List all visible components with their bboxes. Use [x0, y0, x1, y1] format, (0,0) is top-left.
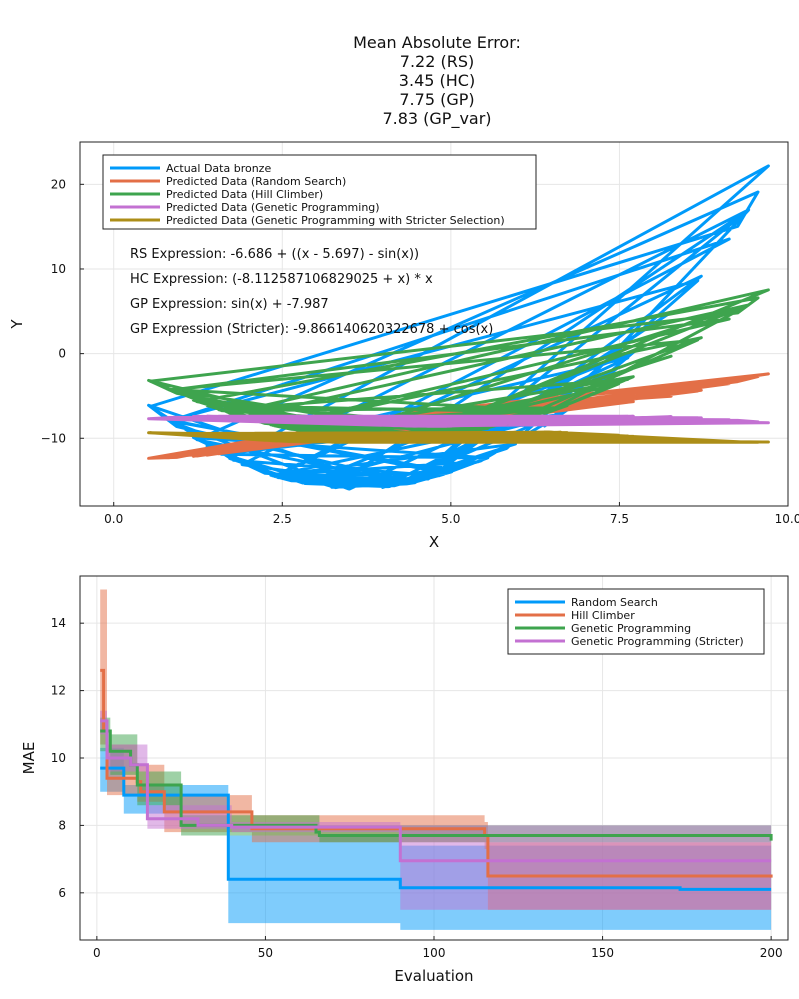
bottom-x-axis-label: Evaluation [394, 967, 473, 985]
top-legend-entry: Predicted Data (Genetic Programming with… [166, 214, 505, 227]
bottom-tick-labels: 0 50 100 150 200 6 8 10 12 14 [51, 616, 783, 960]
bottom-ribbon [100, 717, 772, 849]
annotation-gp: GP Expression: sin(x) + -7.987 [130, 297, 329, 312]
top-legend-entry: Predicted Data (Genetic Programming) [166, 201, 380, 214]
top-series-line [147, 414, 770, 428]
annotation-hc: HC Expression: (-8.112587106829025 + x) … [130, 272, 433, 287]
top-ytick-label: 20 [51, 177, 66, 191]
bottom-y-axis-label: MAE [20, 742, 38, 775]
top-series-lines [147, 164, 770, 491]
bottom-xtick-label: 50 [258, 946, 273, 960]
bottom-legend-box [507, 588, 765, 655]
bottom-ytick-label: 8 [58, 818, 66, 832]
top-legend-box [102, 154, 537, 230]
top-legend-entry: Actual Data bronze [166, 162, 271, 175]
top-x-axis-label: X [429, 533, 439, 551]
bottom-xtick-label: 0 [93, 946, 101, 960]
bottom-series-line [100, 729, 773, 841]
top-xtick-label: 5.0 [441, 512, 460, 526]
bottom-ytick-label: 6 [58, 886, 66, 900]
bottom-xtick-label: 150 [591, 946, 614, 960]
bottom-chart: 0 50 100 150 200 6 8 10 12 14 Evaluation MAE Rand… [20, 575, 789, 985]
bottom-xtick-label: 200 [760, 946, 783, 960]
bottom-ytick-label: 12 [51, 684, 66, 698]
top-xtick-label: 10.0 [775, 512, 799, 526]
top-y-axis-label: Y [8, 319, 26, 330]
bottom-series [100, 589, 773, 930]
bottom-series-line [100, 766, 772, 891]
title-line-1: Mean Absolute Error: [353, 33, 521, 52]
top-ytick-label: 0 [58, 347, 66, 361]
bottom-ytick-label: 14 [51, 616, 66, 630]
top-tick-labels: 0.0 2.5 5.0 7.5 10.0 −10 0 10 20 [41, 177, 799, 526]
bottom-xtick-label: 100 [423, 946, 446, 960]
top-xtick-label: 0.0 [104, 512, 123, 526]
annotation-rs: RS Expression: -6.686 + ((x - 5.697) - s… [130, 247, 419, 262]
bottom-legend-entry: Random Search [571, 596, 658, 609]
bottom-legend-entry: Genetic Programming [571, 622, 691, 635]
bottom-legend-entry: Genetic Programming (Stricter) [571, 635, 744, 648]
top-ytick-label: −10 [41, 431, 66, 445]
bottom-series-line [100, 719, 772, 863]
bottom-ytick-label: 10 [51, 751, 66, 765]
bottom-ribbon [100, 710, 772, 910]
title-line-2: 7.22 (RS) [400, 52, 474, 71]
top-xtick-label: 2.5 [273, 512, 292, 526]
annotation-gp-stricter: GP Expression (Stricter): -9.86614062032… [130, 322, 493, 337]
top-chart: Mean Absolute Error: 7.22 (RS) 3.45 (HC)… [8, 33, 799, 551]
top-chart-title: Mean Absolute Error: 7.22 (RS) 3.45 (HC)… [353, 33, 521, 129]
top-legend-entry: Predicted Data (Hill Climber) [166, 188, 323, 201]
top-legend-entry: Predicted Data (Random Search) [166, 175, 346, 188]
top-ytick-label: 10 [51, 262, 66, 276]
title-line-4: 7.75 (GP) [399, 90, 474, 109]
expression-annotations: RS Expression: -6.686 + ((x - 5.697) - s… [130, 247, 493, 337]
top-plot-frame [79, 141, 789, 507]
top-series-line [147, 430, 770, 444]
top-xtick-label: 7.5 [610, 512, 629, 526]
title-line-3: 3.45 (HC) [399, 71, 475, 90]
title-line-5: 7.83 (GP_var) [382, 109, 491, 129]
bottom-legend-entry: Hill Climber [571, 609, 635, 622]
